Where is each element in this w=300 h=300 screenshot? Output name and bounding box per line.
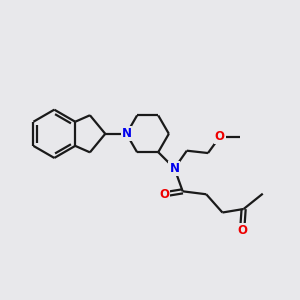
Text: N: N [122,127,131,140]
Text: O: O [237,224,247,237]
Text: O: O [215,130,225,143]
Text: N: N [169,162,179,175]
Text: O: O [159,188,170,201]
